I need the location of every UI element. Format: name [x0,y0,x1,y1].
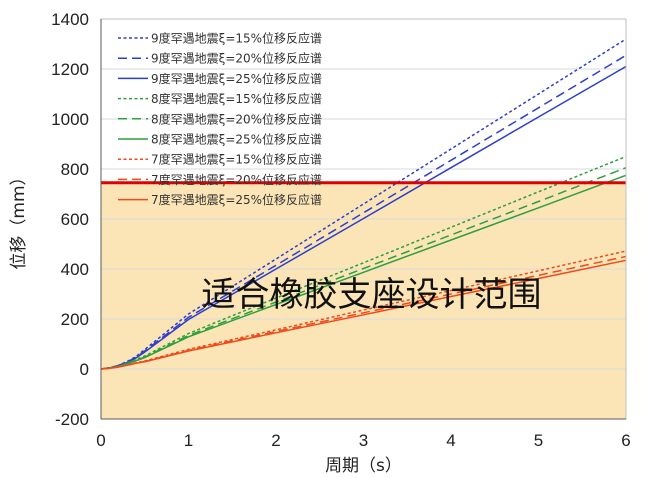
design-range-shading [101,182,626,419]
x-tick-label: 6 [621,431,630,450]
series-line-9 [100,259,627,370]
legend-label: 9度罕遇地震ξ=20%位移反应谱 [151,51,322,66]
y-tick-label: 1000 [51,110,89,129]
y-tick-label: 1400 [51,10,89,29]
y-tick-labels: -200 0 200 400 600 800 1000 1200 1400 [51,10,89,429]
x-axis-title: 周期（s） [325,456,402,476]
legend-label: 7度罕遇地震ξ=20%位移反应谱 [151,172,322,187]
y-tick-label: 600 [61,210,89,229]
x-tick-label: 3 [359,431,368,450]
series-lines [100,38,627,370]
y-tick-label: -200 [55,410,89,429]
legend-label: 9度罕遇地震ξ=15%位移反应谱 [151,31,322,46]
x-tick-label: 5 [534,431,543,450]
y-axis-title: 位移（mm） [9,168,29,269]
x-tick-label: 0 [96,431,105,450]
y-tick-label: 0 [80,360,89,379]
legend: 9度罕遇地震ξ=15%位移反应谱 9度罕遇地震ξ=20%位移反应谱 9度罕遇地震ξ=… [118,31,322,207]
y-tick-label: 1200 [51,60,89,79]
x-tick-label: 1 [184,431,193,450]
x-tick-label: 2 [271,431,280,450]
axes [100,18,627,420]
y-tick-label: 400 [61,260,89,279]
legend-label: 8度罕遇地震ξ=25%位移反应谱 [151,132,322,147]
x-tick-labels: 0 1 2 3 4 5 6 [96,431,630,450]
horizontal-gridlines [101,18,626,420]
design-range-fill [101,182,626,419]
y-tick-label: 200 [61,310,89,329]
legend-label: 9度罕遇地震ξ=25%位移反应谱 [151,71,322,86]
legend-label: 8度罕遇地震ξ=20%位移反应谱 [151,111,322,126]
series-line-7 [100,250,627,370]
legend-label: 8度罕遇地震ξ=15%位移反应谱 [151,91,322,106]
x-tick-label: 4 [446,431,455,450]
y-tick-label: 800 [61,160,89,179]
design-range-annotation: 适合橡胶支座设计范围 [202,275,542,315]
legend-label: 7度罕遇地震ξ=25%位移反应谱 [151,192,322,207]
legend-label: 7度罕遇地震ξ=15%位移反应谱 [151,152,322,167]
